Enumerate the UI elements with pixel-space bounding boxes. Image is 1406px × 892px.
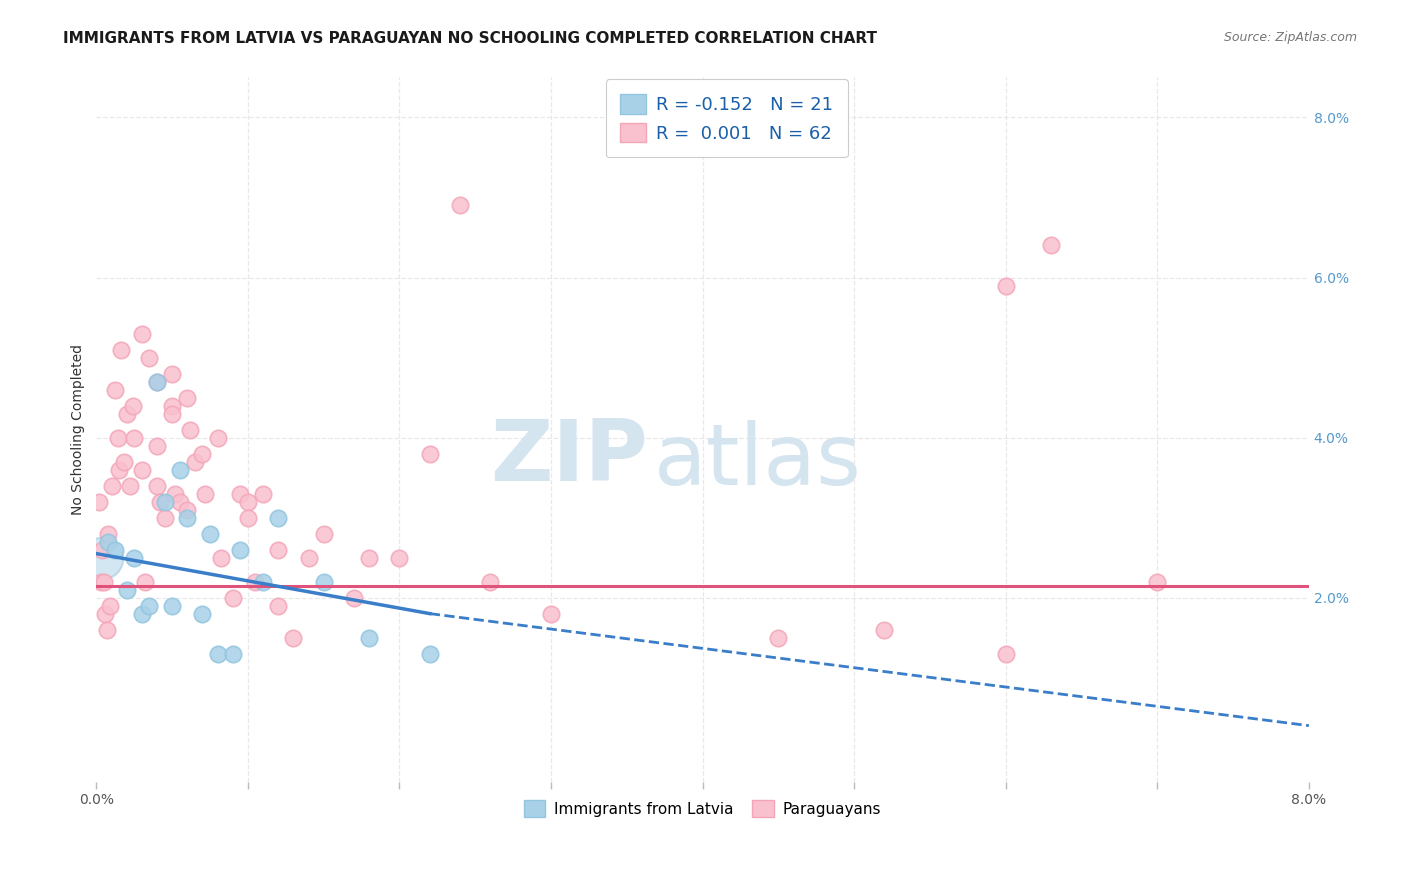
Point (94, 607, 117, 621)
Point (122, 550, 145, 565)
Point (138, 599, 160, 613)
Point (388, 550, 411, 565)
Point (115, 582, 138, 597)
Point (112, 454, 135, 468)
Point (91, 550, 114, 565)
Text: ZIP: ZIP (491, 417, 648, 500)
Point (160, 599, 183, 613)
Point (153, 510, 176, 524)
Point (98, 599, 121, 613)
Legend: Immigrants from Latvia, Paraguayans: Immigrants from Latvia, Paraguayans (516, 793, 889, 825)
Point (283, 631, 305, 645)
Point (97, 534, 120, 549)
Point (160, 407, 183, 421)
Point (236, 510, 259, 524)
Point (222, 591, 245, 605)
Point (146, 439, 169, 453)
Point (540, 607, 562, 621)
Point (103, 383, 125, 397)
Point (153, 494, 176, 508)
Point (160, 399, 183, 413)
Text: IMMIGRANTS FROM LATVIA VS PARAGUAYAN NO SCHOOLING COMPLETED CORRELATION CHART: IMMIGRANTS FROM LATVIA VS PARAGUAYAN NO … (63, 31, 877, 46)
Point (103, 542, 125, 557)
Point (97, 526, 120, 541)
Point (179, 423, 201, 437)
Point (131, 462, 153, 476)
Point (312, 526, 335, 541)
Point (131, 326, 153, 341)
Point (191, 607, 214, 621)
Point (419, 446, 441, 460)
Point (449, 198, 471, 212)
Point (222, 647, 245, 661)
Point (176, 502, 198, 516)
Point (994, 647, 1017, 661)
Point (131, 607, 153, 621)
Point (138, 351, 160, 365)
Point (252, 574, 274, 589)
Y-axis label: No Schooling Completed: No Schooling Completed (72, 344, 86, 515)
Point (419, 647, 441, 661)
Point (191, 446, 214, 460)
Point (994, 278, 1017, 293)
Point (359, 631, 381, 645)
Point (149, 494, 172, 508)
Point (184, 454, 207, 468)
Point (252, 486, 274, 500)
Point (479, 574, 502, 589)
Point (297, 550, 319, 565)
Point (207, 431, 229, 445)
Point (146, 375, 169, 389)
Point (115, 407, 138, 421)
Point (176, 391, 198, 405)
Point (343, 591, 366, 605)
Point (198, 526, 221, 541)
Point (267, 599, 290, 613)
Point (1040, 238, 1063, 252)
Point (1146, 574, 1168, 589)
Text: Source: ZipAtlas.com: Source: ZipAtlas.com (1223, 31, 1357, 45)
Point (209, 550, 232, 565)
Point (107, 431, 129, 445)
Point (122, 431, 145, 445)
Point (873, 623, 896, 637)
Point (93, 574, 115, 589)
Point (312, 574, 335, 589)
Point (169, 462, 191, 476)
Point (267, 510, 290, 524)
Point (176, 510, 198, 524)
Point (207, 647, 229, 661)
Point (90, 574, 112, 589)
Point (245, 574, 267, 589)
Point (229, 486, 252, 500)
Point (146, 375, 169, 389)
Point (89, 494, 111, 508)
Point (110, 343, 132, 357)
Point (134, 574, 156, 589)
Point (160, 367, 183, 381)
Point (165, 486, 187, 500)
Point (100, 478, 122, 492)
Point (359, 550, 381, 565)
Text: atlas: atlas (654, 420, 862, 503)
Point (146, 478, 169, 492)
Point (229, 542, 252, 557)
Point (91, 542, 114, 557)
Point (194, 486, 217, 500)
Point (768, 631, 790, 645)
Point (236, 494, 259, 508)
Point (267, 542, 290, 557)
Point (118, 478, 141, 492)
Point (96, 623, 118, 637)
Point (121, 399, 143, 413)
Point (108, 462, 131, 476)
Point (169, 494, 191, 508)
